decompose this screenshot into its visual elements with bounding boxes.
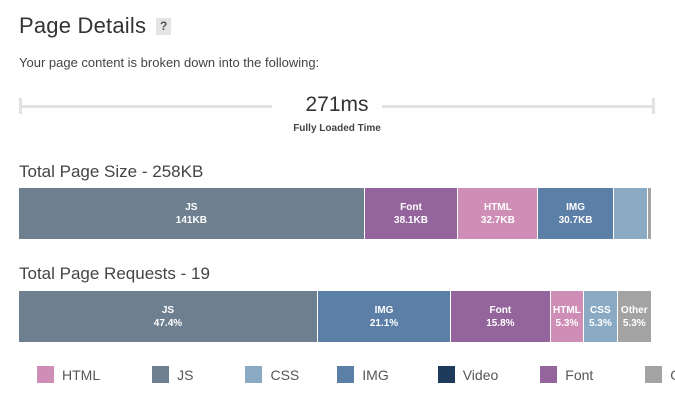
page-size-segment-html[interactable]: HTML 32.7KB [458,188,539,239]
help-icon[interactable]: ? [156,17,172,35]
page-requests-segment-value: 5.3% [555,317,579,329]
page-size-segment-label: IMG [566,201,586,213]
page-requests-segment-label: Other [620,304,648,316]
content-type-legend: HTML JS CSS IMG Video Font Other [37,366,675,383]
legend-swatch [645,366,663,383]
page-size-segment-value: 30.7KB [558,214,593,226]
page-details-header: Page Details ? [19,13,172,39]
page-requests-segment-value: 5.3% [622,317,646,329]
page-requests-segment-js[interactable]: JS 47.4% [19,291,318,342]
page-requests-segment-font[interactable]: Font 15.8% [451,291,551,342]
legend-swatch [245,366,263,383]
legend-swatch [437,366,455,383]
page-size-segment-font[interactable]: Font 38.1KB [364,188,459,239]
page-requests-segment-value: 15.8% [486,317,515,329]
page-requests-bar: JS 47.4% IMG 21.1% Font 15.8% HTML 5.3% CSS 5.3% O… [19,291,651,342]
page-requests-segment-html[interactable]: HTML 5.3% [550,291,585,342]
timeline-left-line [19,105,272,108]
page-requests-segment-img[interactable]: IMG 21.1% [317,291,452,342]
page-title: Page Details [19,13,147,38]
page-size-segment-css[interactable] [613,188,648,239]
legend-item-font: Font [540,366,593,383]
page-requests-segment-value: 21.1% [369,317,399,329]
page-requests-segment-label: Font [489,304,512,316]
page-requests-segment-label: HTML [553,304,581,316]
page-size-segment-label: HTML [483,201,512,213]
legend-swatch [152,366,170,383]
page-size-segment-value: 32.7KB [480,214,515,226]
legend-label: JS [177,366,194,383]
legend-label: IMG [362,366,389,383]
legend-label: CSS [270,366,300,383]
fully-loaded-time-label: Fully Loaded Time [293,123,381,134]
page-size-title: Total Page Size - 258KB [19,162,204,181]
legend-label: Video [462,366,499,383]
legend-item-js: JS [152,366,193,383]
legend-label: Other [670,367,675,383]
fully-loaded-timeline: 271ms Fully Loaded Time [19,92,655,142]
page-size-segment-label: JS [185,201,198,213]
page-requests-segment-value: 5.3% [588,317,612,329]
legend-item-img: IMG [337,366,389,383]
page-size-segment-other[interactable] [647,188,651,239]
page-size-segment-value: 38.1KB [394,214,428,226]
page-requests-segment-label: JS [161,304,175,316]
legend-item-other: Other [645,366,675,383]
legend-item-html: HTML [37,366,100,383]
legend-swatch [37,366,54,383]
page-size-segment-img[interactable]: IMG 30.7KB [538,188,614,239]
page-size-segment-value: 141KB [175,214,207,226]
legend-item-video: Video [437,366,499,383]
page-description: Your page content is broken down into th… [19,55,320,70]
page-size-segment-label: Font [400,201,422,213]
page-requests-segment-value: 47.4% [153,317,183,329]
legend-swatch [337,366,355,383]
legend-label: HTML [62,366,101,383]
legend-label: Font [565,366,594,383]
page-size-segment-js[interactable]: JS 141KB [19,188,365,239]
legend-item-css: CSS [245,366,299,383]
legend-swatch [540,366,558,383]
page-requests-segment-other[interactable]: Other 5.3% [617,291,651,342]
page-requests-title: Total Page Requests - 19 [19,264,210,283]
fully-loaded-time-value: 271ms [305,93,369,116]
timeline-right-line [382,105,655,108]
page-requests-segment-label: IMG [374,304,394,316]
page-requests-segment-label: CSS [590,304,611,316]
page-size-bar: JS 141KB Font 38.1KB HTML 32.7KB IMG 30.7KB [19,188,651,239]
page-requests-segment-css[interactable]: CSS 5.3% [584,291,618,342]
timeline-end-cap [652,98,655,114]
